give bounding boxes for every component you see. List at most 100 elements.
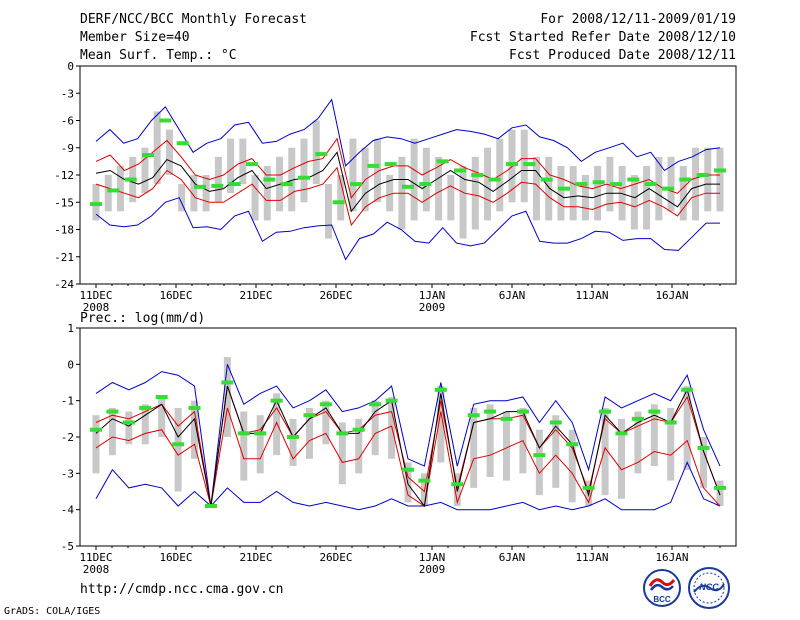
observed-marker <box>139 405 152 410</box>
spread-box <box>459 165 467 239</box>
observed-marker <box>549 420 562 425</box>
observed-marker <box>627 177 640 182</box>
spread-box <box>141 147 149 194</box>
observed-marker <box>592 180 605 185</box>
y-tick-label: -2 <box>61 431 74 444</box>
spread-box <box>165 129 173 175</box>
forecast-start-date: Fcst Started Refer Date 2008/12/10 <box>469 30 736 45</box>
spread-box <box>178 184 186 212</box>
y-tick-label: -15 <box>54 196 74 209</box>
spread-box <box>371 400 379 456</box>
observed-marker <box>246 162 258 167</box>
spread-box <box>447 175 455 221</box>
observed-marker <box>319 402 332 407</box>
y-tick-label: -9 <box>61 142 74 155</box>
spread-box <box>704 147 712 212</box>
observed-marker <box>714 168 726 173</box>
observed-marker <box>107 188 120 193</box>
forecast-produced-date: Fcst Produced Date 2008/12/11 <box>509 48 736 63</box>
spread-box <box>355 418 363 474</box>
observed-marker <box>402 184 414 189</box>
spread-box <box>300 138 308 203</box>
max-line <box>95 364 721 507</box>
observed-marker <box>237 431 250 436</box>
x-tick-label: 16JAN <box>655 289 688 302</box>
member-size-label: Member Size=40 <box>80 30 190 45</box>
ensemble-mean-line <box>95 151 720 213</box>
observed-marker <box>451 482 464 487</box>
observed-marker <box>280 182 293 187</box>
observed-marker <box>533 453 546 458</box>
observed-marker <box>176 141 189 146</box>
bcc-logo-text: BCC <box>653 595 671 604</box>
ensemble-mean-line <box>95 385 721 508</box>
y-tick-label: -5 <box>61 540 74 553</box>
spread-box <box>630 175 638 230</box>
lower-percentile-line <box>95 166 720 227</box>
observed-marker <box>385 398 398 403</box>
spread-box <box>545 156 553 221</box>
observed-marker <box>270 398 283 403</box>
spread-box <box>141 404 149 445</box>
observed-marker <box>124 177 137 182</box>
y-tick-label: -1 <box>61 395 74 408</box>
observed-marker <box>467 413 480 418</box>
spread-box <box>174 407 182 492</box>
spread-box <box>617 418 625 499</box>
observed-marker <box>172 442 185 447</box>
x-tick-label: 16DEC <box>159 551 192 564</box>
spread-box <box>679 165 687 221</box>
observed-marker <box>384 162 397 167</box>
spread-box <box>716 147 724 212</box>
bcc-logo-icon: BCC <box>643 569 681 607</box>
x-year-label: 2009 <box>419 563 446 576</box>
observed-marker <box>582 485 595 490</box>
min-line <box>95 197 720 261</box>
x-tick-label: 11DEC <box>79 289 112 302</box>
x-tick-label: 11JAN <box>575 289 608 302</box>
observed-marker <box>696 173 709 177</box>
observed-marker <box>664 420 677 425</box>
min-line <box>95 461 721 511</box>
spread-box <box>289 418 297 467</box>
spread-box <box>263 165 271 221</box>
y-tick-label: -18 <box>54 224 74 237</box>
spread-box <box>191 400 199 459</box>
spread-box <box>251 175 259 221</box>
observed-marker <box>263 177 276 182</box>
y-tick-label: 0 <box>67 358 74 371</box>
spread-box <box>484 147 492 221</box>
spread-box <box>256 415 264 474</box>
observed-marker <box>610 182 622 187</box>
forecast-period: For 2008/12/11-2009/01/19 <box>540 12 736 27</box>
spread-box <box>601 407 609 496</box>
spread-box <box>634 411 642 474</box>
spread-box <box>667 156 675 212</box>
spread-box <box>594 165 602 221</box>
observed-marker <box>211 183 224 188</box>
x-tick-label: 21DEC <box>239 289 272 302</box>
spread-box <box>437 386 445 463</box>
spread-box <box>568 429 576 503</box>
observed-marker <box>615 431 628 436</box>
spread-box <box>700 437 708 488</box>
ncc-logo-icon: NCC <box>688 567 730 609</box>
y-tick-label: 0 <box>67 60 74 73</box>
y-tick-label: 1 <box>67 322 74 335</box>
chart-title: DERF/NCC/BCC Monthly Forecast <box>80 12 307 27</box>
observed-marker <box>367 163 380 168</box>
source-url[interactable]: http://cmdp.ncc.cma.gov.cn <box>80 582 284 597</box>
spread-box <box>683 386 691 470</box>
x-year-label: 2008 <box>83 301 110 314</box>
spread-box <box>338 422 346 485</box>
y-tick-label: -21 <box>54 251 74 264</box>
y-tick-label: -3 <box>61 467 74 480</box>
observed-marker <box>142 153 154 158</box>
spread-box <box>337 175 345 221</box>
spread-box <box>386 175 394 212</box>
observed-marker <box>106 409 119 414</box>
upper-percentile-line <box>95 385 721 507</box>
spread-box <box>532 156 540 221</box>
observed-marker <box>434 387 447 392</box>
